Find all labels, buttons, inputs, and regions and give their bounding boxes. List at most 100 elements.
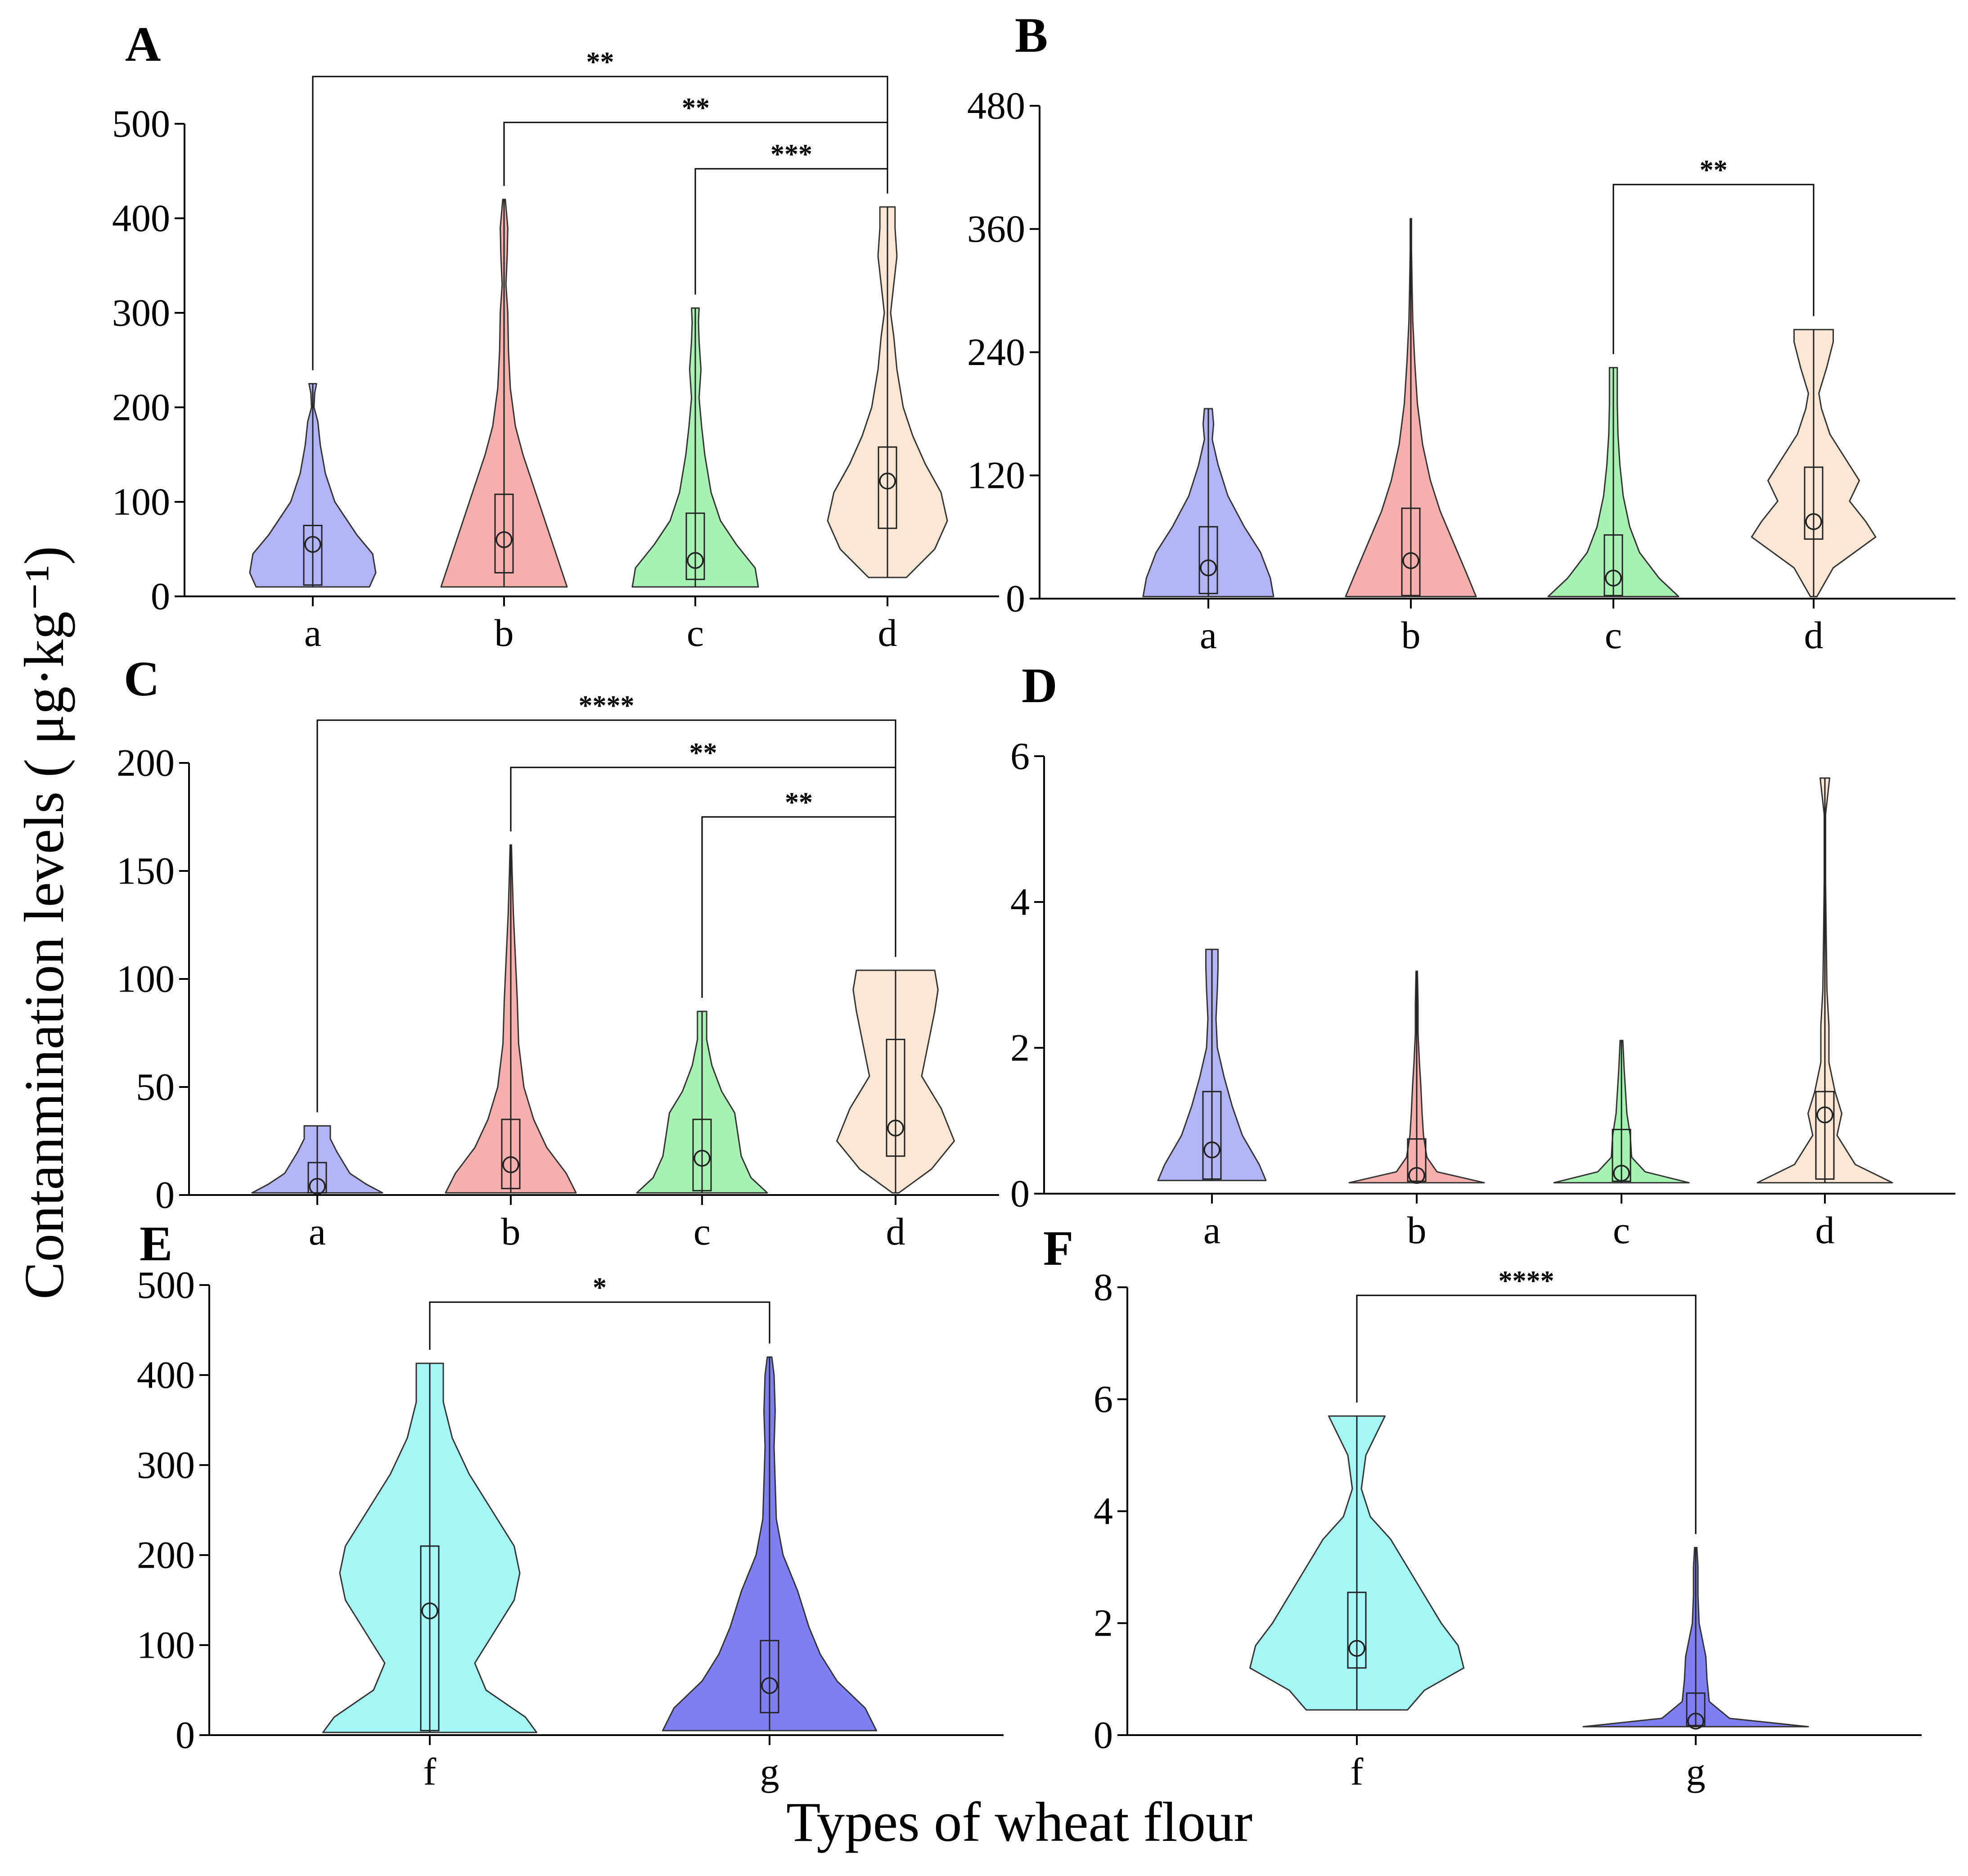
x-tick-label: a	[1203, 1209, 1220, 1252]
x-tick-label: b	[1401, 613, 1421, 657]
iqr-box-d	[886, 1038, 905, 1157]
panel-E: E 0 100 200 300 400 500 f g *	[137, 1216, 1004, 1793]
median-marker-d	[1816, 1106, 1833, 1123]
panel-letter: F	[1043, 1221, 1073, 1276]
x-tick-label: d	[878, 611, 897, 654]
x-tick-label: a	[1200, 613, 1217, 657]
y-tick-label: 100	[117, 957, 175, 1000]
iqr-box-f	[1347, 1592, 1367, 1669]
y-tick-label: 200	[112, 385, 170, 428]
x-tick-label: d	[886, 1210, 905, 1253]
y-tick-label: 4	[1094, 1489, 1113, 1533]
median-marker-c	[687, 552, 704, 569]
y-tick-label: 300	[137, 1443, 195, 1486]
y-tick-label: 0	[176, 1713, 195, 1756]
median-marker-c	[1605, 569, 1622, 587]
median-marker-a	[309, 1178, 326, 1195]
y-tick-label: 0	[151, 574, 170, 618]
iqr-box-c	[1603, 534, 1623, 596]
y-tick-label: 6	[1010, 734, 1030, 777]
significance-label: ****	[579, 690, 635, 721]
y-tick-label: 400	[112, 196, 170, 239]
panel-letter: D	[1022, 658, 1057, 713]
iqr-box-d	[1815, 1091, 1835, 1180]
median-marker-b	[1408, 1167, 1425, 1184]
x-axis-label: Types of wheat flour	[786, 1791, 1252, 1853]
y-tick-label: 2	[1094, 1601, 1113, 1645]
significance-bracket	[1612, 184, 1815, 354]
median-marker-a	[1200, 559, 1217, 577]
y-tick-label: 200	[117, 741, 175, 784]
significance-bracket	[316, 719, 896, 1113]
y-tick-label: 100	[137, 1623, 195, 1666]
significance-label: **	[1700, 155, 1728, 185]
x-tick-label: b	[495, 611, 514, 654]
x-tick-label: b	[1407, 1209, 1427, 1252]
x-tick-label: f	[1351, 1750, 1364, 1793]
median-marker-a	[1203, 1141, 1220, 1159]
significance-label: **	[689, 738, 717, 768]
x-tick-label: c	[694, 1210, 711, 1253]
significance-label: ***	[770, 139, 812, 170]
x-tick-label: f	[423, 1750, 437, 1793]
significance-label: ****	[1499, 1266, 1554, 1296]
significance-label: *	[593, 1272, 607, 1303]
panel-letter: C	[124, 651, 159, 706]
y-tick-label: 50	[136, 1065, 175, 1108]
significance-bracket	[1356, 1294, 1697, 1534]
y-tick-label: 2	[1010, 1026, 1030, 1069]
significance-label: **	[586, 47, 614, 77]
iqr-box-a	[1198, 526, 1218, 595]
y-tick-label: 400	[137, 1353, 195, 1396]
x-tick-label: a	[309, 1210, 326, 1253]
median-marker-d	[1805, 513, 1822, 530]
y-tick-label: 0	[1094, 1713, 1113, 1756]
panel-B: B 0 120 240 360 480 a b c d **	[967, 8, 1955, 657]
panel-F: F 0 2 4 6 8 f g ****	[1043, 1221, 1922, 1793]
panel-letter: B	[1015, 8, 1048, 63]
y-tick-label: 100	[112, 480, 170, 523]
significance-label: **	[682, 93, 710, 123]
iqr-box-a	[307, 1162, 327, 1194]
y-tick-label: 6	[1094, 1377, 1113, 1421]
y-tick-label: 240	[967, 330, 1025, 374]
iqr-box-g	[1686, 1692, 1706, 1727]
y-tick-label: 120	[967, 454, 1025, 497]
median-marker-g	[761, 1677, 778, 1694]
median-marker-c	[694, 1150, 711, 1167]
significance-bracket	[701, 816, 896, 998]
x-tick-label: g	[760, 1750, 779, 1793]
median-marker-b	[495, 531, 513, 548]
iqr-box-b	[1407, 1138, 1427, 1182]
x-tick-label: d	[1815, 1209, 1835, 1252]
x-tick-label: d	[1804, 613, 1824, 657]
panel-D: D 0 2 4 6 a b c d	[1010, 658, 1955, 1252]
y-tick-label: 360	[967, 207, 1025, 250]
median-marker-f	[421, 1602, 438, 1619]
median-marker-a	[304, 536, 321, 553]
iqr-box-d	[878, 446, 897, 529]
y-tick-label: 4	[1010, 880, 1030, 923]
x-tick-label: g	[1686, 1750, 1706, 1793]
x-tick-label: b	[501, 1210, 521, 1253]
panel-letter: E	[140, 1216, 172, 1271]
x-tick-label: c	[1605, 613, 1622, 657]
significance-bracket	[429, 1301, 770, 1350]
iqr-box-c	[685, 512, 705, 580]
y-tick-label: 500	[112, 102, 170, 145]
x-tick-label: c	[1613, 1209, 1630, 1252]
iqr-box-c	[692, 1118, 712, 1191]
y-tick-label: 0	[1010, 1172, 1030, 1215]
iqr-box-g	[760, 1640, 779, 1714]
iqr-box-d	[1804, 466, 1824, 540]
iqr-box-a	[303, 525, 323, 586]
y-tick-label: 150	[117, 849, 175, 892]
panel-letter: A	[125, 17, 161, 72]
y-tick-label: 200	[137, 1533, 195, 1576]
iqr-box-b	[501, 1118, 521, 1190]
iqr-box-b	[494, 493, 514, 573]
